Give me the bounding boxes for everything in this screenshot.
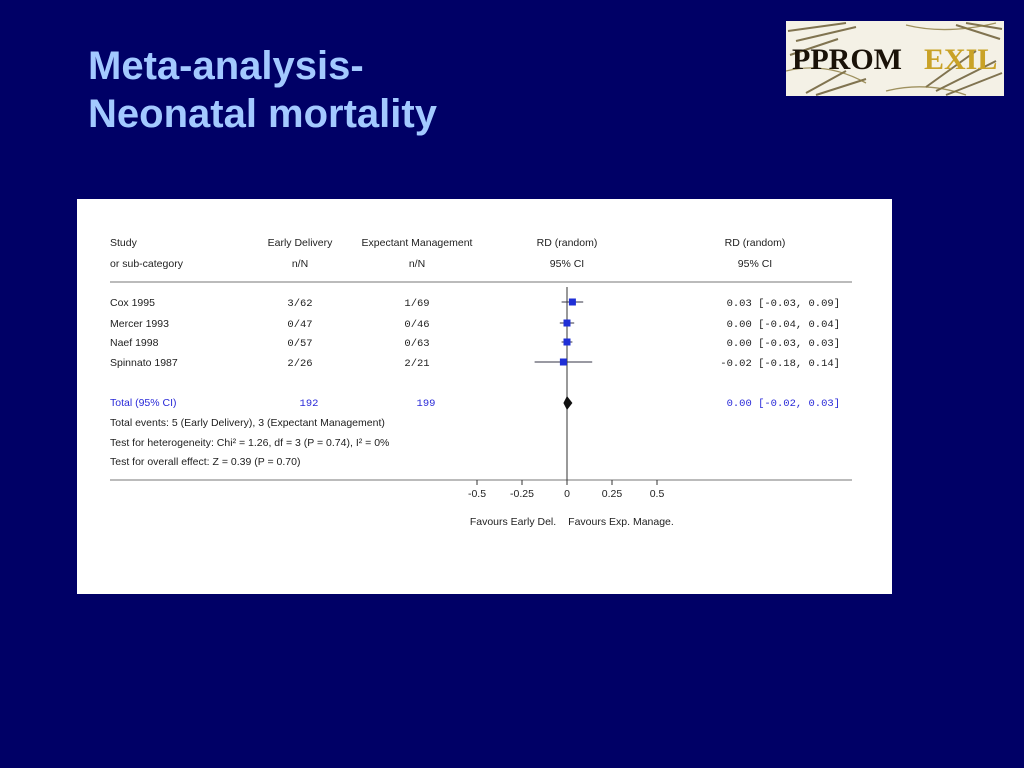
pprom-exil-logo: PPROM EXIL bbox=[786, 21, 1004, 96]
study-row: Cox 1995 3/62 1/69 0.03 [-0.03, 0.09] bbox=[110, 297, 840, 310]
x-tick-label: 0 bbox=[564, 488, 570, 500]
header-study: Study bbox=[110, 237, 138, 249]
x-axis: -0.5 -0.25 0 0.25 0.5 bbox=[468, 480, 664, 500]
study-name: Cox 1995 bbox=[110, 297, 155, 309]
logo-graphic: PPROM EXIL bbox=[786, 21, 1004, 96]
footnote-overall-effect: Test for overall effect: Z = 0.39 (P = 0… bbox=[110, 456, 300, 468]
header-ci-plot: 95% CI bbox=[550, 258, 584, 270]
header-subcategory: or sub-category bbox=[110, 258, 184, 270]
title-line-2: Neonatal mortality bbox=[88, 92, 437, 136]
footnote-total-events: Total events: 5 (Early Delivery), 3 (Exp… bbox=[110, 417, 385, 429]
study-expectant: 0/46 bbox=[404, 319, 429, 331]
study-ci-text: 0.03 [-0.03, 0.09] bbox=[727, 298, 840, 310]
study-name: Spinnato 1987 bbox=[110, 357, 178, 369]
total-expectant: 199 bbox=[417, 398, 436, 410]
study-ci-text: 0.00 [-0.04, 0.04] bbox=[727, 319, 840, 331]
x-tick-label: -0.25 bbox=[510, 488, 534, 500]
study-ci-text: 0.00 [-0.03, 0.03] bbox=[727, 338, 840, 350]
x-tick-label: -0.5 bbox=[468, 488, 486, 500]
total-early-delivery: 192 bbox=[300, 398, 319, 410]
study-marker bbox=[563, 338, 571, 346]
study-row: Naef 1998 0/57 0/63 0.00 [-0.03, 0.03] bbox=[110, 337, 840, 350]
study-ci-text: -0.02 [-0.18, 0.14] bbox=[720, 358, 840, 370]
header-expectant-nn: n/N bbox=[409, 258, 425, 270]
logo-text-pprom: PPROM bbox=[792, 43, 902, 76]
header-rd-random-plot: RD (random) bbox=[537, 237, 598, 249]
study-early-delivery: 0/47 bbox=[287, 319, 312, 331]
study-early-delivery: 2/26 bbox=[287, 358, 312, 370]
x-tick-label: 0.25 bbox=[602, 488, 623, 500]
study-expectant: 1/69 bbox=[404, 298, 429, 310]
study-expectant: 2/21 bbox=[404, 358, 429, 370]
study-name: Naef 1998 bbox=[110, 337, 159, 349]
summary-diamond bbox=[563, 396, 573, 410]
header-ci-column: 95% CI bbox=[738, 258, 772, 270]
study-row: Spinnato 1987 2/26 2/21 -0.02 [-0.18, 0.… bbox=[110, 357, 840, 370]
header-rd-random-ci: RD (random) bbox=[725, 237, 786, 249]
study-row: Mercer 1993 0/47 0/46 0.00 [-0.04, 0.04] bbox=[110, 318, 840, 331]
study-marker bbox=[559, 358, 567, 366]
study-expectant: 0/63 bbox=[404, 338, 429, 350]
total-ci-text: 0.00 [-0.02, 0.03] bbox=[727, 398, 840, 410]
study-early-delivery: 0/57 bbox=[287, 338, 312, 350]
favours-right-label: Favours Exp. Manage. bbox=[568, 516, 674, 528]
logo-text-exil: EXIL bbox=[924, 43, 997, 76]
study-name: Mercer 1993 bbox=[110, 318, 169, 330]
study-marker bbox=[563, 319, 571, 327]
plot-layer bbox=[534, 287, 593, 480]
header-early-delivery: Early Delivery bbox=[268, 237, 334, 249]
title-line-1: Meta-analysis- bbox=[88, 44, 364, 88]
forest-plot-panel: Study or sub-category Early Delivery n/N… bbox=[77, 199, 892, 594]
footnote-heterogeneity: Test for heterogeneity: Chi² = 1.26, df … bbox=[110, 437, 389, 449]
favours-left-label: Favours Early Del. bbox=[470, 516, 556, 528]
header-early-delivery-nn: n/N bbox=[292, 258, 308, 270]
total-row: Total (95% CI) 192 199 0.00 [-0.02, 0.03… bbox=[110, 397, 840, 410]
study-early-delivery: 3/62 bbox=[287, 298, 312, 310]
slide-title: Meta-analysis- Neonatal mortality bbox=[88, 42, 437, 138]
forest-plot: Study or sub-category Early Delivery n/N… bbox=[110, 237, 852, 528]
total-label: Total (95% CI) bbox=[110, 397, 177, 409]
x-tick-label: 0.5 bbox=[650, 488, 665, 500]
header-expectant-management: Expectant Management bbox=[362, 237, 473, 249]
study-marker bbox=[568, 298, 576, 306]
